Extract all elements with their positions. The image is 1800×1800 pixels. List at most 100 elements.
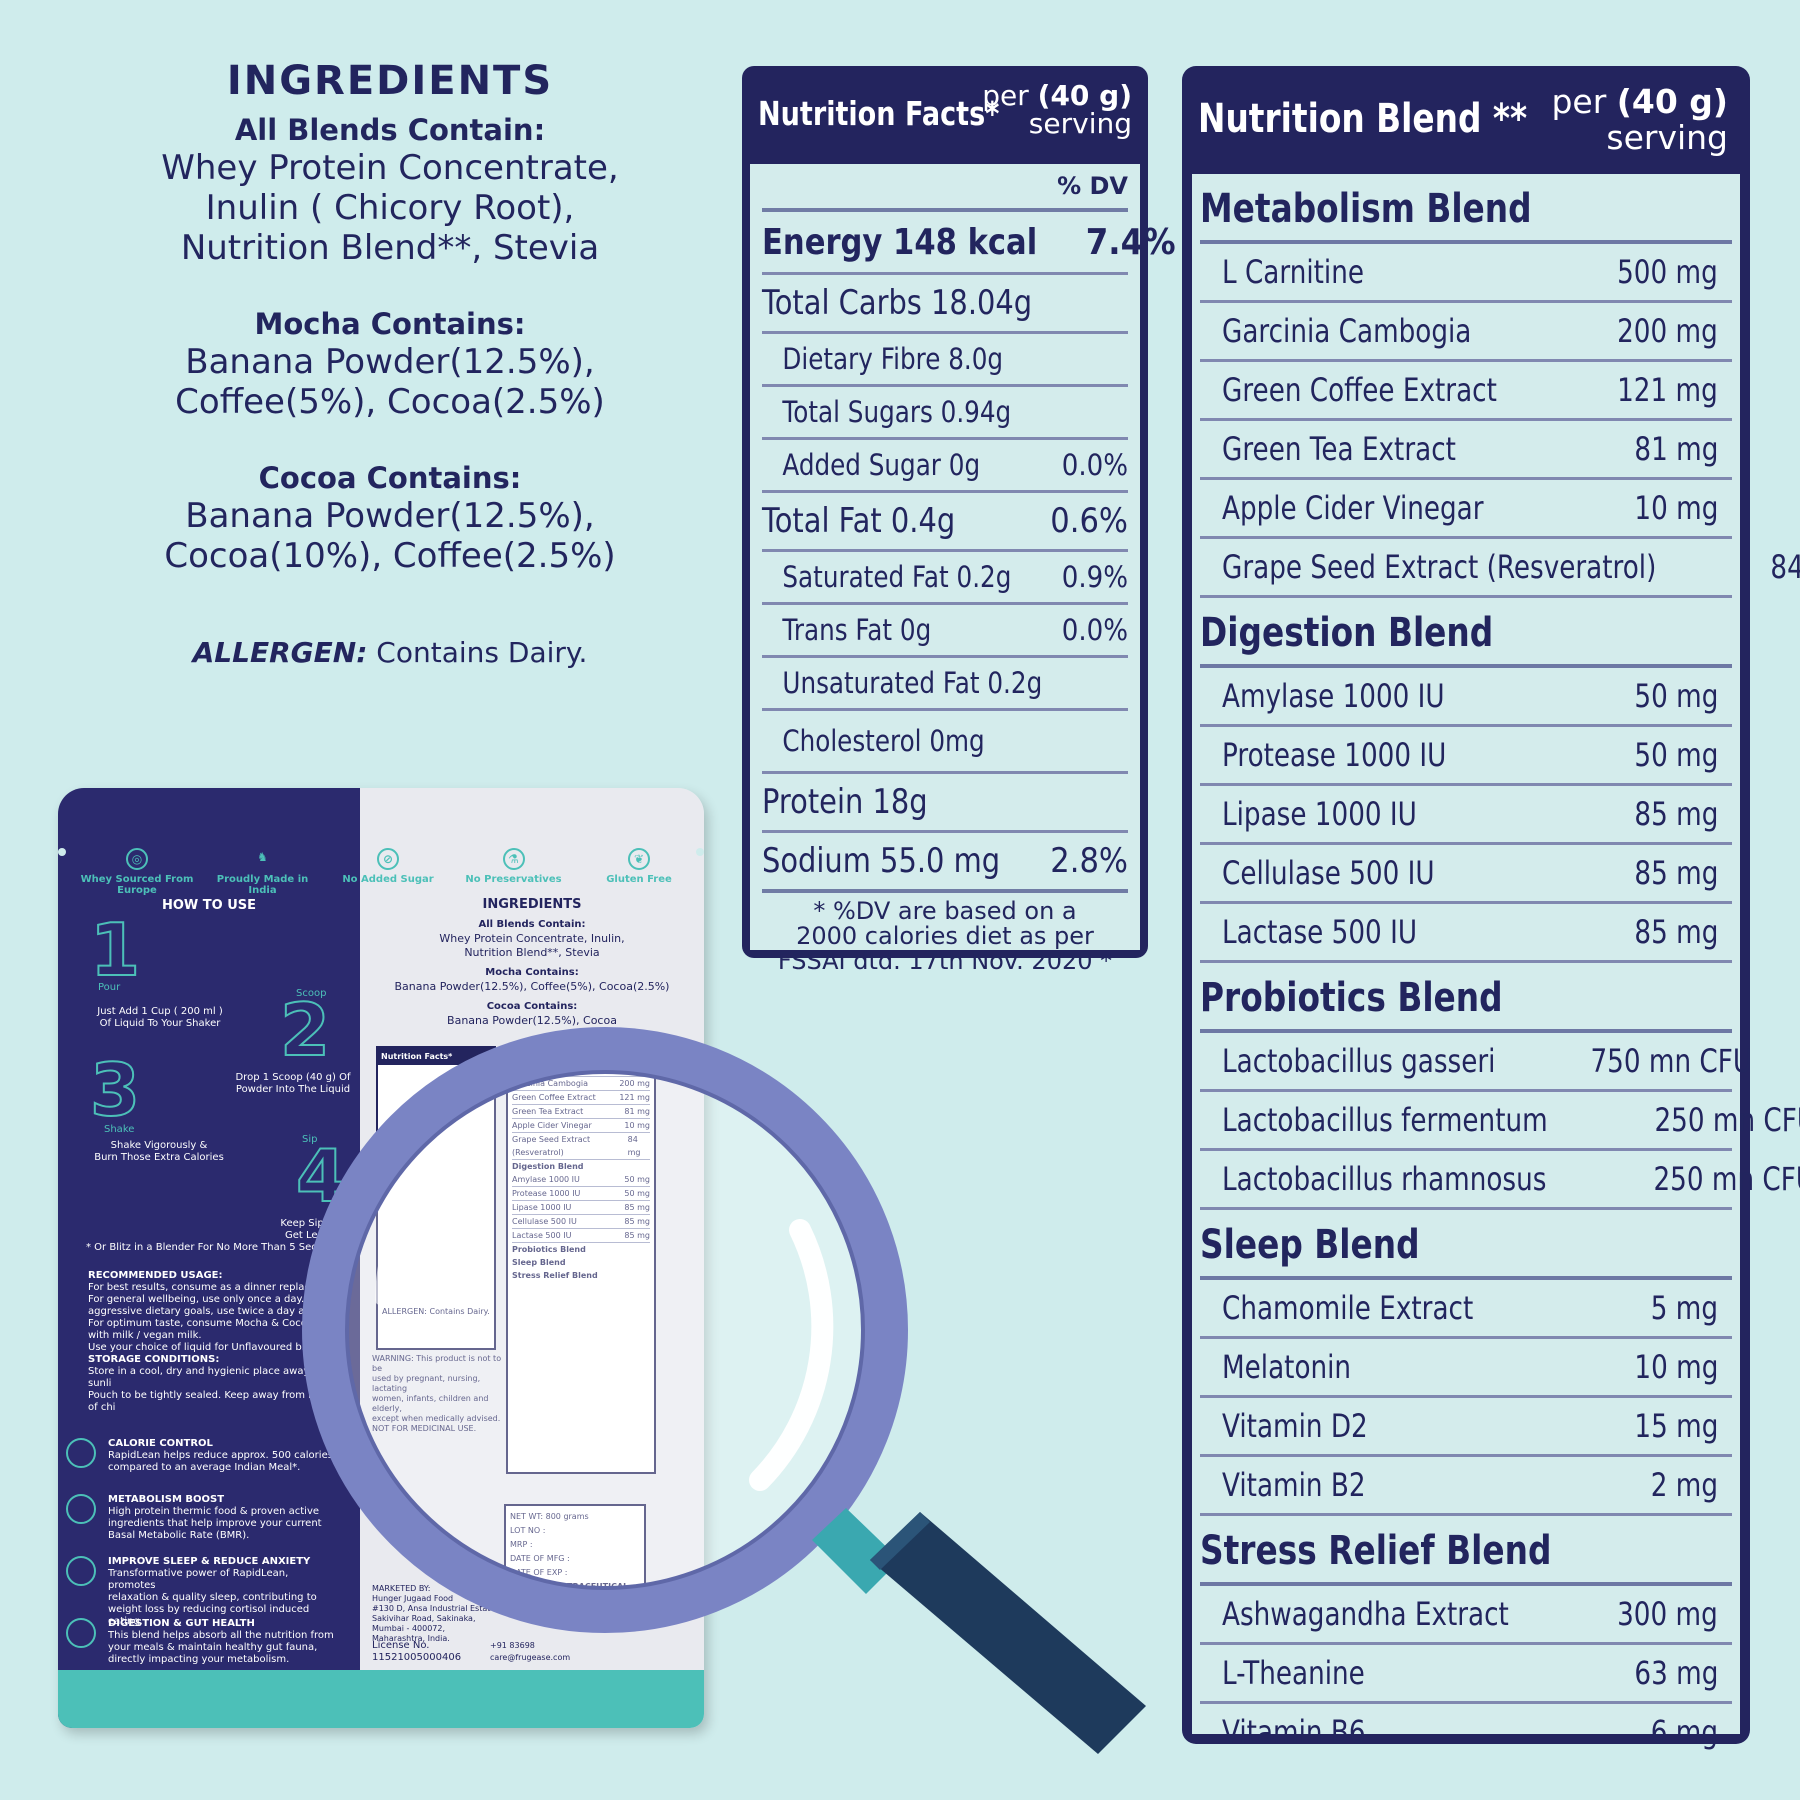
blend-section-heading: Probiotics Blend: [1200, 963, 1732, 1033]
blend-row: Lactobacillus gasseri 750 mn CFU: [1200, 1033, 1753, 1092]
serving-post: serving: [1028, 107, 1132, 140]
blend-row: L Carnitine 500 mg: [1200, 244, 1732, 303]
mini-blend-heading: Stress Relief Blend: [512, 1271, 598, 1280]
pouch-batch-info: NET WT: 800 grams LOT NO : MRP : DATE OF…: [504, 1504, 646, 1600]
facts-row-label: Protein 18g: [762, 782, 928, 822]
pouch-ingredients: INGREDIENTS All Blends Contain: Whey Pro…: [360, 898, 704, 1028]
gut-icon: [66, 1618, 96, 1648]
benefit-metabolism: METABOLISM BOOST High protein thermic foo…: [66, 1494, 338, 1542]
badge-label: No Preservatives: [465, 874, 562, 885]
blend-row-label: Garcinia Cambogia: [1222, 312, 1472, 350]
blend-row: Garcinia Cambogia 200 mg: [1200, 303, 1732, 362]
lens-glare: [749, 1219, 834, 1491]
facts-row-sodium: Sodium 55.0 mg 2.8%: [762, 833, 1128, 893]
benefit-heading: CALORIE CONTROL: [108, 1438, 213, 1449]
mini-row-value: 200 mg: [619, 1079, 650, 1088]
badge-whey-europe: ◎ Whey Sourced From Europe: [78, 848, 196, 908]
step-word: Shake: [104, 1124, 135, 1135]
flask-icon: ⚗: [502, 848, 525, 870]
mini-blend-row: Cellulase 500 IU 85 mg: [512, 1215, 650, 1229]
mini-row-value: 500 mg: [619, 1065, 650, 1074]
blend-row-label: Cellulase 500 IU: [1222, 854, 1435, 892]
blend-section-title: Probiotics Blend: [1200, 975, 1503, 1021]
ingredient-group-heading: Mocha Contains:: [254, 307, 526, 341]
mini-row-label: Lipase 1000 IU: [512, 1203, 572, 1212]
mini-row-label: Cellulase 500 IU: [512, 1217, 577, 1226]
benefit-heading: METABOLISM BOOST: [108, 1494, 225, 1505]
storage-text: Store in a cool, dry and hygienic place …: [88, 1366, 337, 1413]
exp-date: DATE OF EXP :: [510, 1568, 568, 1577]
blend-row: Grape Seed Extract (Resveratrol) 84 mg: [1200, 539, 1800, 598]
serving-pre: per: [982, 79, 1038, 112]
benefit-heading: IMPROVE SLEEP & REDUCE ANXIETY: [108, 1556, 311, 1567]
facts-row-label: Total Sugars 0.94g: [782, 395, 1012, 429]
blend-row-label: Melatonin: [1222, 1348, 1352, 1386]
benefit-heading: DIGESTION & GUT HEALTH: [108, 1618, 255, 1629]
blend-section-title: Digestion Blend: [1200, 610, 1494, 656]
blend-row-value: 750 mn CFU: [1590, 1042, 1753, 1080]
contact-info: +91 83698 care@frugease.com: [490, 1641, 571, 1662]
fssai-license: License No. 11521005000406: [372, 1640, 462, 1663]
blend-row-value: 500 mg: [1617, 253, 1718, 291]
step-word: Scoop: [296, 988, 327, 999]
blend-row-value: 63 mg: [1634, 1654, 1718, 1692]
blend-row: Vitamin B2 2 mg: [1200, 1457, 1732, 1516]
blend-row: Green Tea Extract 81 mg: [1200, 421, 1732, 480]
blend-row-value: 5 mg: [1650, 1289, 1718, 1327]
blend-row: Lipase 1000 IU 85 mg: [1200, 786, 1732, 845]
step-number: 3: [89, 1047, 141, 1133]
facts-row-label: Added Sugar 0g: [782, 448, 981, 482]
blend-row-label: Green Coffee Extract: [1222, 371, 1497, 409]
blend-row-value: 2 mg: [1650, 1466, 1718, 1504]
mini-row-value: 50 mg: [624, 1175, 650, 1184]
mini-row-label: Garcinia Cambogia: [512, 1079, 589, 1088]
blend-row-value: 81 mg: [1634, 430, 1718, 468]
badge-label: Whey Sourced From Europe: [80, 874, 194, 896]
badge-made-in-india: ♞ Proudly Made in India: [204, 848, 322, 908]
facts-row-dv: 0.0%: [1061, 613, 1128, 647]
facts-row-dv: 2.8%: [1050, 841, 1128, 881]
ingredient-group-mocha: Mocha Contains: Banana Powder(12.5%), Co…: [110, 306, 670, 422]
allergen-label: ALLERGEN:: [192, 636, 368, 669]
ingredients-section: INGREDIENTS All Blends Contain: Whey Pro…: [110, 58, 670, 669]
blend-row-label: Lactobacillus gasseri: [1222, 1042, 1496, 1080]
facts-row-label: Cholesterol 0mg: [782, 724, 985, 758]
nutrition-facts-panel: Nutrition Facts* per (40 g) serving % DV…: [742, 66, 1176, 974]
blend-row: Amylase 1000 IU 50 mg: [1200, 668, 1732, 727]
facts-row-label: Dietary Fibre 8.0g: [782, 342, 1004, 376]
step-number: 2: [279, 987, 331, 1073]
facts-row-dietary-fibre: Dietary Fibre 8.0g: [762, 334, 1128, 387]
blend-row: Protease 1000 IU 50 mg: [1200, 727, 1732, 786]
serving-amount: (40 g): [1037, 79, 1132, 112]
blend-row-label: L-Theanine: [1222, 1654, 1365, 1692]
badge-no-preservatives: ⚗ No Preservatives: [455, 848, 573, 908]
facts-row-unsaturated-fat: Unsaturated Fat 0.2g: [762, 658, 1128, 711]
facts-row-label: Unsaturated Fat 0.2g: [782, 666, 1043, 700]
mini-blend-row: Garcinia Cambogia 200 mg: [512, 1077, 650, 1091]
pouch-ing-sub: Mocha Contains:: [485, 967, 579, 978]
mini-row-label: L Carnitine: [512, 1065, 556, 1074]
facts-row-label: Total Carbs 18.04g: [762, 283, 1033, 323]
blend-row-value: 200 mg: [1617, 312, 1718, 350]
blend-row-label: L Carnitine: [1222, 253, 1364, 291]
pouch-notch: [696, 848, 704, 856]
mini-row-label: Protease 1000 IU: [512, 1189, 581, 1198]
blend-row-value: 250 mn CFU: [1654, 1101, 1800, 1139]
flame-icon: [66, 1494, 96, 1524]
mini-row-value: 85 mg: [624, 1217, 650, 1226]
facts-row-protein: Protein 18g: [762, 774, 1128, 833]
blend-row: Vitamin B6 6 mg: [1200, 1704, 1732, 1760]
mini-blend-row: Grape Seed Extract (Resveratrol) 84 mg: [512, 1133, 650, 1160]
step-word: Sip: [302, 1134, 318, 1145]
blend-row-value: 50 mg: [1634, 736, 1718, 774]
pouch-badge-row: ◎ Whey Sourced From Europe ♞ Proudly Made …: [78, 848, 698, 908]
blend-row-value: 85 mg: [1634, 795, 1718, 833]
nutrition-blend-title: Nutrition Blend **: [1198, 96, 1528, 142]
ingredient-group-heading: Cocoa Contains:: [258, 461, 522, 495]
badge-no-added-sugar: ⊘ No Added Sugar: [329, 848, 447, 908]
nutrition-facts-serving: per (40 g) serving: [982, 82, 1132, 138]
facts-row-dv: 0.9%: [1061, 560, 1128, 594]
blend-row-label: Ashwagandha Extract: [1222, 1595, 1509, 1633]
product-pouch-image: ◎ Whey Sourced From Europe ♞ Proudly Made …: [58, 788, 704, 1728]
blend-section-heading: Digestion Blend: [1200, 598, 1732, 668]
